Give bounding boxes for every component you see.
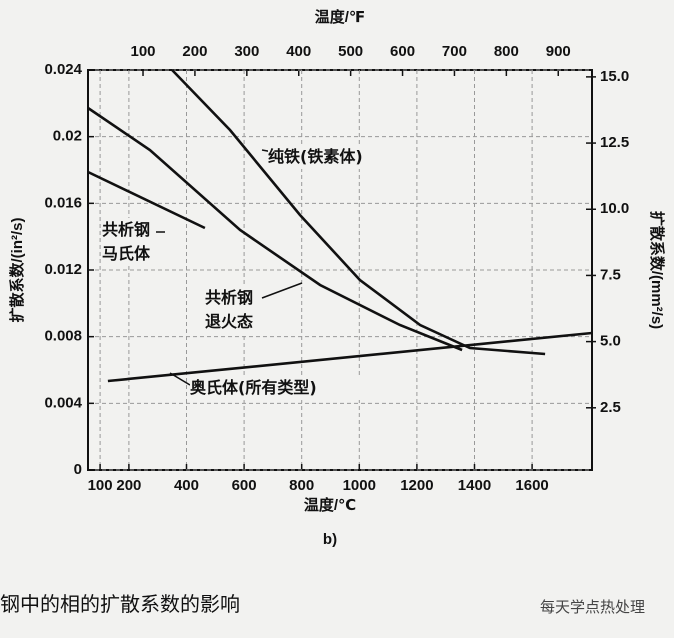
x2-axis-title: 温度/℉ [315, 8, 365, 26]
y2-tick-label: 2.5 [600, 399, 621, 416]
leader-line [169, 372, 191, 386]
x2-tick-label: 700 [442, 43, 467, 60]
series-label: 共析钢马氏体 [102, 218, 156, 266]
y-tick-label: 0.012 [44, 261, 82, 278]
x2-tick-label: 200 [182, 43, 207, 60]
x-axis-title: 温度/℃ [304, 496, 356, 514]
series-label: 纯铁(铁素体) [268, 145, 408, 169]
x2-tick-label: 400 [286, 43, 311, 60]
panel-label: b) [323, 531, 337, 548]
y2-tick-label: 5.0 [600, 333, 621, 350]
x2-tick-label: 800 [494, 43, 519, 60]
series-label: 奥氏体(所有类型) [190, 376, 380, 400]
x-tick-label: 800 [289, 477, 314, 494]
x-tick-label: 1000 [343, 477, 376, 494]
x-tick-label: 1600 [515, 477, 548, 494]
x2-tick-label: 600 [390, 43, 415, 60]
x2-tick-label: 300 [234, 43, 259, 60]
x2-tick-label: 900 [546, 43, 571, 60]
series-label: 共析钢退火态 [205, 286, 259, 334]
y2-axis-title: 扩散系数/(mm²/s) [648, 211, 666, 329]
x-tick-label: 1200 [400, 477, 433, 494]
y2-tick-label: 15.0 [600, 68, 629, 85]
y-tick-label: 0.004 [44, 394, 82, 411]
x-tick-label: 600 [232, 477, 257, 494]
y2-tick-label: 7.5 [600, 266, 621, 283]
x-tick-label: 1400 [458, 477, 491, 494]
y2-tick-label: 10.0 [600, 200, 629, 217]
x2-tick-label: 500 [338, 43, 363, 60]
x-tick-label: 400 [174, 477, 199, 494]
caption: 钢中的相的扩散系数的影响 [0, 592, 240, 616]
series-line [171, 69, 546, 356]
x2-tick-label: 100 [131, 43, 156, 60]
y-axis-title: 扩散系数/(in²/s) [8, 218, 26, 323]
y2-tick-label: 12.5 [600, 134, 629, 151]
watermark: 每天学点热处理 [540, 598, 646, 616]
y-tick-label: 0.016 [44, 194, 82, 211]
x-tick-label: 100 [88, 477, 113, 494]
x-tick-label: 200 [116, 477, 141, 494]
y-tick-label: 0.02 [53, 128, 82, 145]
y-tick-label: 0.024 [44, 61, 82, 78]
series-line [107, 331, 593, 383]
y-tick-label: 0.008 [44, 328, 82, 345]
series-line [87, 106, 463, 352]
y-tick-label: 0 [74, 461, 82, 478]
series-line [87, 170, 206, 230]
leader-line [261, 282, 303, 299]
